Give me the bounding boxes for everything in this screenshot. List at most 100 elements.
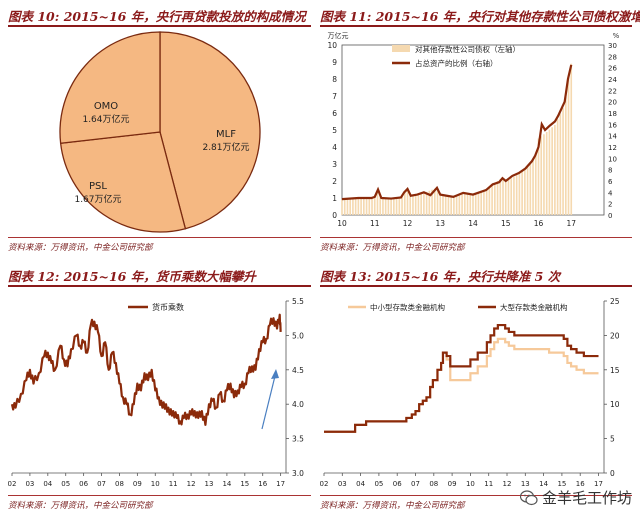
bar [480, 191, 483, 215]
bar [499, 179, 502, 215]
y-right-tick: 30 [608, 42, 617, 50]
y-left-tick: 0 [332, 211, 337, 220]
source-note: 资料来源：万得资讯，中金公司研究部 [8, 243, 153, 253]
x-tick: 13 [205, 480, 214, 488]
x-tick: 11 [484, 480, 493, 488]
y-right-tick: 0 [608, 212, 612, 220]
y-right-tick: 8 [608, 167, 612, 175]
bar [570, 63, 573, 216]
bar [365, 198, 368, 215]
bar [444, 195, 447, 215]
y-tick: 3.0 [292, 469, 304, 478]
bar [352, 198, 354, 215]
left-axis-unit: 万亿元 [328, 31, 349, 40]
x-tick: 08 [115, 480, 124, 488]
bar [483, 190, 485, 215]
x-tick: 08 [429, 480, 438, 488]
bar [409, 195, 412, 215]
trend-arrow-head [271, 369, 279, 379]
chart-title: 图表 10: 2015~16 年，央行再贷款投放的构成情况 [8, 9, 306, 24]
y-tick: 20 [610, 331, 620, 340]
legend-label: 货币乘数 [152, 302, 184, 312]
source-note: 资料来源：万得资讯，中金公司研究部 [320, 501, 465, 511]
pie-slice-omo [59, 31, 161, 144]
x-tick: 15 [240, 480, 249, 488]
bar [545, 131, 548, 215]
bar [390, 198, 392, 215]
bar [529, 162, 532, 215]
y-right-tick: 26 [608, 65, 617, 73]
bar [458, 193, 461, 215]
x-tick: 12 [187, 480, 196, 488]
multiplier-chart: 3.0 3.5 4.0 4.5 5.0 5.5 02 03 04 05 06 07 08 09 10 11 12… [8, 297, 304, 488]
chart-title: 图表 13: 2015~16 年，央行共降准 5 次 [320, 269, 561, 284]
bar [532, 158, 534, 215]
y-left-tick: 10 [327, 41, 337, 50]
bar [491, 184, 493, 215]
bar [521, 171, 523, 215]
x-tick: 13 [435, 219, 445, 228]
chart-title: 图表 11: 2015~16 年，央行对其他存款性公司债权激增 [320, 9, 640, 24]
legend-label-line: 占总资产的比例（右轴） [415, 58, 498, 68]
y-right-tick: 20 [608, 99, 617, 107]
panel-pie: 图表 10: 2015~16 年，央行再贷款投放的构成情况 MLF 2.81万亿元… [8, 6, 311, 256]
bar [368, 198, 371, 215]
bar [398, 198, 401, 215]
pie-label-omo: OMO [94, 101, 118, 112]
bar [494, 182, 496, 215]
x-tick: 16 [258, 480, 267, 488]
y-left-tick: 8 [332, 75, 337, 84]
bar [357, 198, 360, 215]
legend-swatch-bar [392, 45, 410, 52]
series-line-large [324, 323, 599, 433]
bar [447, 196, 450, 215]
bar [363, 198, 365, 215]
bar [442, 195, 444, 215]
bar [354, 198, 357, 215]
title-rule [320, 285, 632, 287]
bar [496, 181, 499, 215]
source-rule [8, 237, 311, 238]
y-right-tick: 2 [608, 201, 612, 209]
bar [461, 193, 463, 215]
bar [469, 194, 472, 215]
y-left-tick: 7 [332, 92, 337, 101]
y-left-tick: 3 [332, 160, 337, 169]
y-right-tick: 6 [608, 178, 613, 186]
watermark-text: 金羊毛工作坊 [541, 489, 632, 507]
bar [376, 190, 379, 215]
bar [425, 191, 428, 215]
bar [556, 119, 559, 215]
bar [420, 193, 422, 215]
legend-label-large: 大型存款类金融机构 [500, 302, 568, 312]
x-tick: 14 [222, 480, 231, 488]
source-rule [320, 495, 632, 496]
legend-label-small-medium: 中小型存款类金融机构 [370, 302, 445, 312]
title-rule [320, 25, 632, 27]
panel-claims: 图表 11: 2015~16 年，央行对其他存款性公司债权激增 万亿元% 0 1 2 3… [320, 6, 640, 256]
bar [488, 186, 491, 215]
x-tick: 17 [276, 480, 285, 488]
bar [510, 178, 513, 215]
pie-label-mlf: MLF [216, 129, 236, 140]
bar [485, 188, 488, 215]
x-tick: 16 [576, 480, 585, 488]
bar [564, 96, 567, 215]
x-tick: 16 [534, 219, 544, 228]
y-right-tick: 4 [608, 189, 613, 197]
y-right-tick: 18 [608, 110, 617, 118]
y-left-tick: 6 [332, 109, 337, 118]
y-right-tick: 14 [608, 133, 617, 141]
y-tick: 5.0 [292, 331, 304, 340]
bar [524, 169, 526, 215]
bar [414, 195, 417, 215]
bar [543, 134, 545, 215]
y-tick: 15 [610, 366, 620, 375]
x-tick: 12 [503, 480, 512, 488]
plot-frame [341, 44, 605, 216]
chart-title: 图表 12: 2015~16 年，货币乘数大幅攀升 [8, 269, 256, 284]
series-line-ratio [341, 64, 573, 201]
bar [534, 152, 537, 215]
bar [379, 195, 382, 215]
